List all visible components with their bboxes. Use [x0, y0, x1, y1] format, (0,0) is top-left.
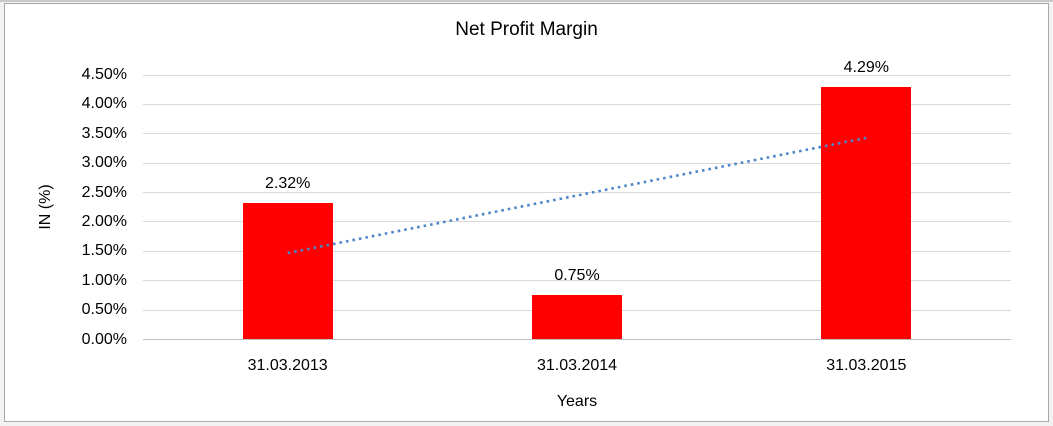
category-label: 31.03.2014 [536, 357, 618, 374]
y-tick-label: 4.00% [81, 95, 127, 113]
y-tick-label: 1.00% [81, 271, 127, 289]
data-label: 2.32% [264, 175, 311, 193]
y-tick-label: 2.50% [81, 183, 127, 201]
bar-31.03.2014[interactable] [532, 295, 622, 340]
y-tick-label: 2.00% [81, 212, 127, 230]
y-tick-label: 3.50% [81, 124, 127, 142]
gridline [143, 74, 1011, 76]
y-tick-label: 0.00% [81, 330, 127, 348]
y-tick-label: 4.50% [81, 66, 127, 83]
y-tick-label: 0.50% [81, 301, 127, 319]
bar-31.03.2015[interactable] [821, 87, 912, 340]
bar-31.03.2013[interactable] [242, 203, 333, 340]
gridline [143, 103, 1011, 105]
x-axis-title: Years [556, 393, 598, 410]
y-tick-label: 1.50% [81, 242, 127, 260]
x-axis-line [143, 339, 1011, 340]
category-label: 31.03.2013 [247, 357, 328, 374]
y-tick-label: 3.00% [81, 154, 127, 172]
data-label: 4.29% [843, 59, 890, 77]
chart-title: Net Profit Margin [455, 19, 598, 40]
category-label: 31.03.2015 [826, 357, 907, 374]
data-label: 0.75% [554, 267, 600, 285]
gridline [143, 280, 1011, 282]
gridline [143, 133, 1011, 135]
